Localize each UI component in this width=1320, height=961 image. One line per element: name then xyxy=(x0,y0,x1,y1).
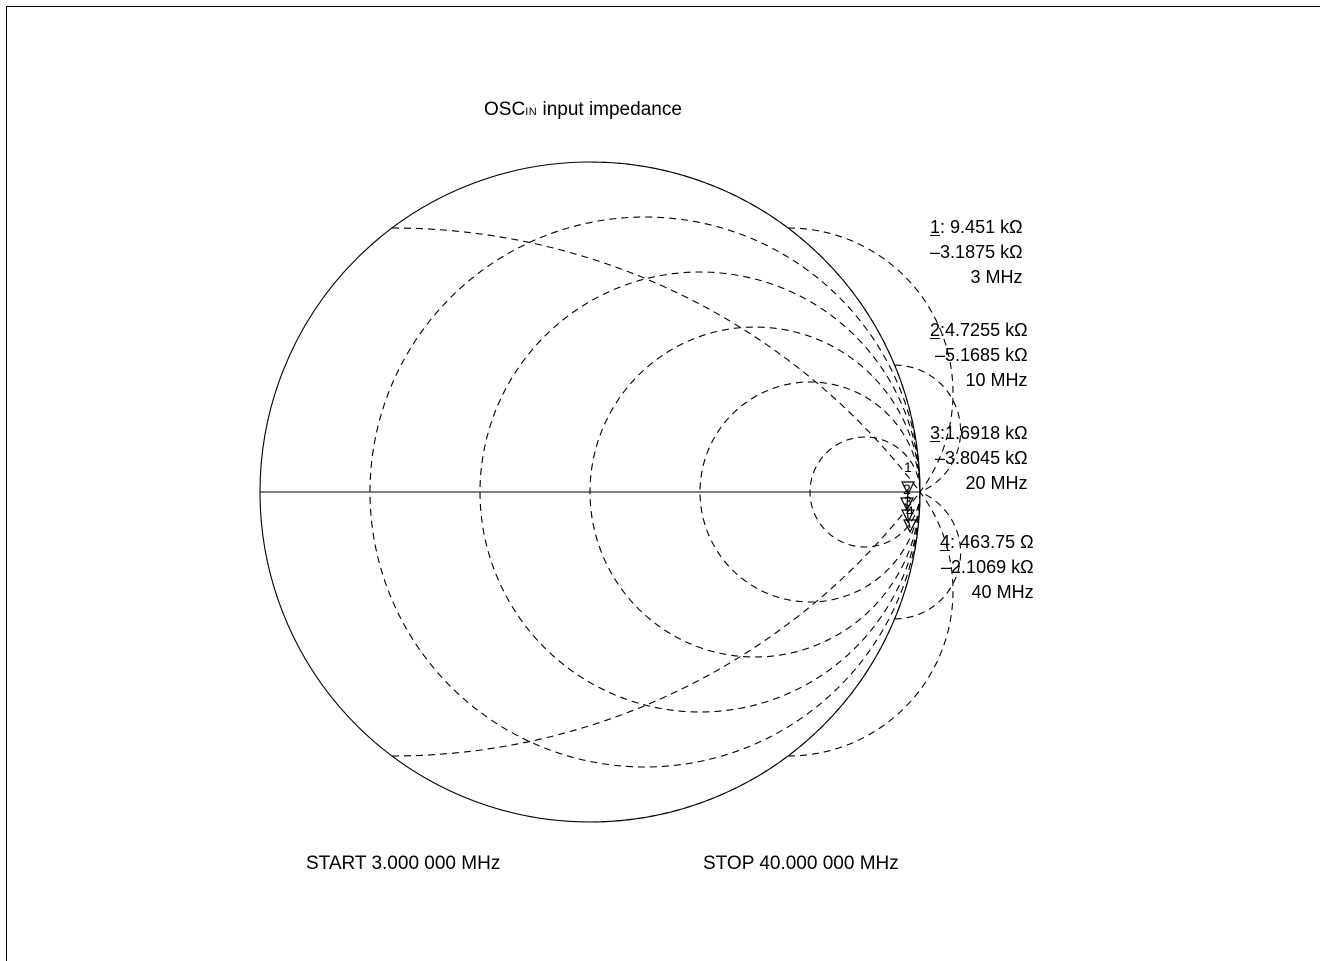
marker-reactance: –3.8045 kΩ xyxy=(935,448,1028,468)
marker-label-3: 3 xyxy=(904,493,912,509)
marker-readout-4: 4: 463.75 Ω –2.1069 kΩ 40 MHz xyxy=(940,530,1034,605)
marker-resistance: 463.75 Ω xyxy=(960,532,1034,552)
marker-sep: : xyxy=(940,320,946,340)
smith-grid xyxy=(259,161,962,823)
chart-frame xyxy=(6,6,1320,961)
reactance-arc-2-upper xyxy=(787,227,954,493)
marker-resistance: 4.7255 kΩ xyxy=(945,320,1028,340)
marker-readout-2: 2:4.7255 kΩ –5.1685 kΩ 10 MHz xyxy=(930,318,1028,393)
stop-frequency-label: STOP 40.000 000 MHz xyxy=(703,853,899,874)
marker-sep: : xyxy=(950,532,956,552)
reactance-arc-1-upper xyxy=(589,161,921,493)
marker-frequency: 3 MHz xyxy=(970,267,1023,287)
title-subscript: IN xyxy=(525,106,538,118)
marker-index: 3 xyxy=(930,423,941,443)
marker-frequency: 10 MHz xyxy=(965,370,1028,390)
reactance-arc-1-lower xyxy=(589,491,921,823)
marker-resistance: 1.6918 kΩ xyxy=(945,423,1028,443)
marker-label-1: 1 xyxy=(904,459,912,475)
marker-sep: : xyxy=(940,217,946,237)
marker-index: 1 xyxy=(930,217,941,237)
chart-title: OSCIN input impedance xyxy=(484,99,682,121)
marker-resistance: 9.451 kΩ xyxy=(950,217,1023,237)
reactance-arc-0.5-lower xyxy=(391,491,921,757)
marker-label-2: 2 xyxy=(903,481,911,497)
reactance-arc-5-lower xyxy=(894,491,962,620)
marker-index: 4 xyxy=(940,532,951,552)
marker-triangle-3 xyxy=(901,509,915,524)
marker-frequency: 20 MHz xyxy=(965,473,1028,493)
reactance-arc-0.5-upper xyxy=(391,227,921,493)
marker-sep: : xyxy=(940,423,946,443)
marker-frequency: 40 MHz xyxy=(971,582,1034,602)
reactance-arc-2-lower xyxy=(787,491,954,757)
marker-readout-3: 3:1.6918 kΩ –3.8045 kΩ 20 MHz xyxy=(930,421,1028,496)
marker-reactance: –3.1875 kΩ xyxy=(930,242,1023,262)
marker-index: 2 xyxy=(930,320,941,340)
reactance-arc-5-upper xyxy=(894,364,962,493)
marker-reactance: –5.1685 kΩ xyxy=(935,345,1028,365)
smith-marks: 1 234 xyxy=(900,459,917,534)
marker-triangle-1 xyxy=(901,481,915,496)
marker-reactance: –2.1069 kΩ xyxy=(941,557,1034,577)
title-main: OSC xyxy=(484,99,526,120)
start-frequency-label: START 3.000 000 MHz xyxy=(306,853,501,874)
marker-triangle-4 xyxy=(903,519,917,534)
marker-label-4: 4 xyxy=(906,503,914,519)
marker-readout-1: 1: 9.451 kΩ –3.1875 kΩ 3 MHz xyxy=(930,215,1023,290)
title-suffix: input impedance xyxy=(537,99,682,120)
marker-triangle-2 xyxy=(900,497,914,512)
